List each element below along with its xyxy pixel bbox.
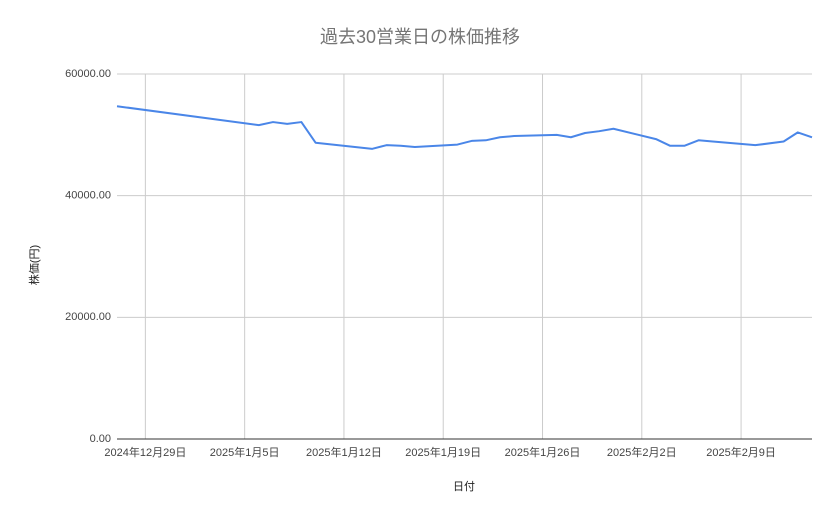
x-axis-title: 日付 — [453, 480, 475, 493]
y-tick-label: 40000.00 — [65, 190, 111, 202]
chart-title: 過去30営業日の株価推移 — [320, 27, 520, 47]
x-tick-label: 2025年1月5日 — [210, 445, 280, 459]
x-tick-label: 2025年2月9日 — [706, 445, 776, 459]
x-tick-label: 2025年2月2日 — [607, 445, 677, 459]
y-tick-label: 20000.00 — [65, 311, 111, 323]
x-tick-label: 2024年12月29日 — [104, 445, 186, 459]
y-tick-label: 60000.00 — [65, 68, 111, 80]
y-tick-label: 0.00 — [90, 433, 111, 445]
y-axis-title: 株価(円) — [27, 245, 41, 285]
x-tick-label: 2025年1月19日 — [405, 445, 481, 459]
x-tick-label: 2025年1月26日 — [505, 445, 581, 459]
x-tick-label: 2025年1月12日 — [306, 445, 382, 459]
data-line — [116, 105, 813, 150]
